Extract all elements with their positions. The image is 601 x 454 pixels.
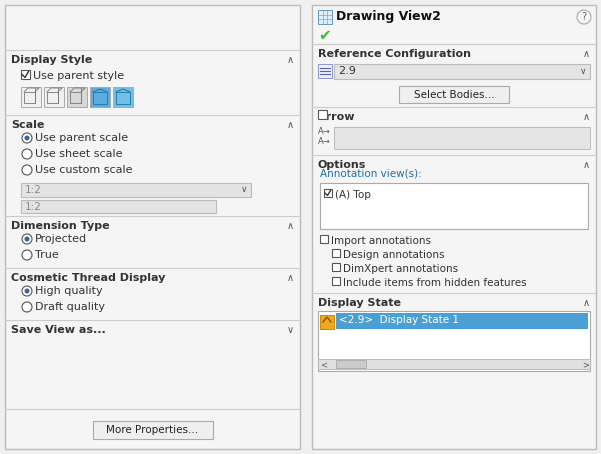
Bar: [21, 200, 216, 213]
Bar: [318, 10, 332, 24]
Text: Import annotations: Import annotations: [331, 236, 431, 246]
Bar: [312, 5, 596, 449]
Text: Options: Options: [318, 160, 367, 170]
Bar: [336, 360, 366, 368]
Bar: [318, 110, 327, 119]
Text: ∧: ∧: [583, 49, 590, 59]
Circle shape: [22, 165, 32, 175]
Bar: [21, 70, 30, 79]
Text: ∧: ∧: [287, 221, 294, 231]
Bar: [93, 92, 107, 104]
Text: Annotation view(s):: Annotation view(s):: [320, 169, 422, 179]
Text: Design annotations: Design annotations: [343, 250, 445, 260]
Text: ✔: ✔: [318, 28, 331, 43]
Text: Display Style: Display Style: [11, 55, 92, 65]
Bar: [93, 421, 213, 439]
Circle shape: [22, 149, 32, 159]
Bar: [116, 92, 130, 104]
Bar: [332, 249, 340, 257]
Text: <: <: [320, 360, 327, 369]
Bar: [324, 189, 332, 197]
Circle shape: [25, 288, 29, 293]
Text: ∧: ∧: [583, 112, 590, 122]
Bar: [93, 92, 107, 104]
Text: ?: ?: [581, 12, 587, 22]
Text: Save View as...: Save View as...: [11, 325, 106, 335]
Bar: [336, 313, 588, 329]
Text: A→: A→: [318, 127, 331, 136]
Text: ∧: ∧: [287, 273, 294, 283]
Bar: [320, 183, 588, 229]
Text: ∧: ∧: [287, 120, 294, 130]
Circle shape: [25, 135, 29, 140]
Text: Draft quality: Draft quality: [35, 302, 105, 312]
Text: Projected: Projected: [35, 234, 87, 244]
Text: A→: A→: [318, 137, 331, 146]
Bar: [332, 263, 340, 271]
Circle shape: [22, 133, 32, 143]
Text: Use custom scale: Use custom scale: [35, 165, 132, 175]
Circle shape: [22, 302, 32, 312]
Bar: [70, 92, 81, 103]
Text: Reference Configuration: Reference Configuration: [318, 49, 471, 59]
Text: True: True: [35, 250, 59, 260]
Bar: [399, 86, 509, 103]
Text: High quality: High quality: [35, 286, 103, 296]
Text: ∧: ∧: [287, 55, 294, 65]
Circle shape: [22, 286, 32, 296]
Text: ∨: ∨: [287, 325, 294, 335]
Bar: [113, 87, 133, 107]
Text: <2.9>  Display State 1: <2.9> Display State 1: [339, 315, 459, 325]
Text: Use parent scale: Use parent scale: [35, 133, 128, 143]
Bar: [67, 87, 87, 107]
Circle shape: [25, 237, 29, 242]
Text: Arrow: Arrow: [318, 112, 356, 122]
Text: Select Bodies...: Select Bodies...: [413, 90, 494, 100]
Circle shape: [577, 10, 591, 24]
Text: More Properties...: More Properties...: [106, 425, 198, 435]
Bar: [90, 87, 110, 107]
Bar: [320, 315, 334, 329]
Bar: [318, 311, 590, 371]
Text: DimXpert annotations: DimXpert annotations: [343, 264, 458, 274]
Text: 1:2: 1:2: [25, 185, 42, 195]
Text: ∧: ∧: [583, 160, 590, 170]
Bar: [334, 127, 590, 149]
Bar: [24, 92, 35, 103]
Circle shape: [22, 250, 32, 260]
Text: Include items from hidden features: Include items from hidden features: [343, 278, 526, 288]
Bar: [334, 64, 590, 79]
Bar: [318, 64, 332, 78]
Bar: [318, 359, 590, 369]
Text: Use parent style: Use parent style: [33, 71, 124, 81]
Text: Dimension Type: Dimension Type: [11, 221, 109, 231]
Text: ∨: ∨: [240, 186, 248, 194]
Text: Cosmetic Thread Display: Cosmetic Thread Display: [11, 273, 165, 283]
Bar: [47, 92, 58, 103]
Text: Drawing View2: Drawing View2: [336, 10, 441, 23]
Bar: [21, 183, 251, 197]
Text: ∨: ∨: [580, 66, 587, 75]
Bar: [21, 87, 41, 107]
Bar: [5, 5, 300, 449]
Text: Use sheet scale: Use sheet scale: [35, 149, 123, 159]
Text: Scale: Scale: [11, 120, 44, 130]
Text: (A) Top: (A) Top: [335, 190, 371, 200]
Text: 1:2: 1:2: [25, 202, 42, 212]
Circle shape: [22, 234, 32, 244]
Text: Display State: Display State: [318, 298, 401, 308]
Bar: [116, 92, 130, 104]
Text: 2.9: 2.9: [338, 66, 356, 76]
Bar: [332, 277, 340, 285]
Text: >: >: [582, 360, 589, 369]
Bar: [320, 235, 328, 243]
Text: ∧: ∧: [583, 298, 590, 308]
Bar: [44, 87, 64, 107]
